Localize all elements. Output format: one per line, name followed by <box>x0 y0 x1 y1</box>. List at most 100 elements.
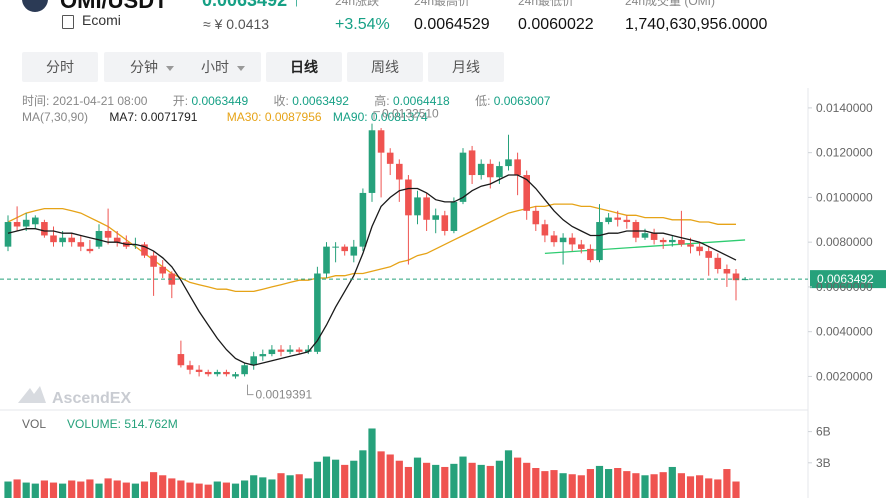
volume-bar <box>204 484 212 498</box>
candle-body <box>732 273 740 281</box>
ohlc-close: 0.0063492 <box>292 94 349 108</box>
candle-body <box>650 233 658 240</box>
candle-body <box>204 371 212 375</box>
candle-body <box>305 349 312 352</box>
volume-bar <box>241 480 249 498</box>
volume-bar <box>532 468 540 498</box>
candle-body <box>596 222 603 261</box>
candle-body <box>104 230 112 238</box>
volume-bar <box>677 473 685 498</box>
candle-body <box>468 150 476 176</box>
candle-body <box>59 237 66 243</box>
y-tick-label: 0.0040000 <box>816 325 873 339</box>
candle-body <box>550 235 558 243</box>
candle-body <box>86 248 94 252</box>
chevron-down-icon <box>237 65 245 71</box>
y-tick-label: 0.0020000 <box>816 369 873 383</box>
candle-body <box>377 130 385 153</box>
volume-bar <box>268 479 276 498</box>
stat-label-low: 24h最低价 <box>518 0 575 8</box>
volume-bar <box>568 474 576 498</box>
last-price-value: 0.0063492 <box>202 0 288 10</box>
volume-bar <box>586 469 594 498</box>
volume-bar <box>368 428 376 498</box>
tab-month[interactable]: 月线 <box>428 52 504 82</box>
y-tick-label: 0.0140000 <box>816 101 873 115</box>
volume-bar <box>550 470 558 498</box>
volume-bar <box>59 483 67 498</box>
candle-body <box>450 201 458 231</box>
candle-body <box>286 349 294 352</box>
volume-bar <box>195 483 203 498</box>
tab-hour[interactable]: 小时 <box>185 52 261 82</box>
volume-bar <box>386 454 394 498</box>
volume-bar <box>432 464 440 498</box>
volume-bar <box>4 481 12 498</box>
volume-bar <box>459 456 467 498</box>
volume-bar <box>395 460 403 498</box>
price-up-arrow-icon: ↑ <box>292 0 302 10</box>
volume-bar <box>477 464 485 498</box>
candle-body <box>68 237 75 243</box>
candle-body <box>714 257 722 270</box>
candle-body <box>186 365 194 370</box>
candle-body <box>523 175 530 211</box>
volume-bar <box>40 480 48 498</box>
volume-bar <box>632 473 640 498</box>
chevron-down-icon <box>166 65 174 71</box>
candle-body <box>641 233 649 238</box>
candle-body <box>405 179 412 216</box>
tab-day[interactable]: 日线 <box>266 52 342 82</box>
candle-body <box>423 197 430 220</box>
ma7-line <box>7 174 737 366</box>
tab-timeline[interactable]: 分时 <box>22 52 98 82</box>
ma30-line <box>7 203 736 293</box>
tab-week[interactable]: 周线 <box>347 52 423 82</box>
volume-bar <box>732 481 740 498</box>
tab-minute[interactable]: 分钟 <box>104 52 200 82</box>
volume-bar <box>122 482 130 498</box>
candle-body <box>177 354 185 366</box>
stat-high: 0.0064529 <box>414 16 490 33</box>
volume-bar <box>577 475 585 498</box>
candle-body <box>368 130 376 193</box>
volume-label: VOL <box>22 417 46 431</box>
candle-body <box>568 237 576 245</box>
ohlc-high: 0.0064418 <box>392 94 450 108</box>
volume-bar <box>150 472 158 498</box>
candle-body <box>487 163 494 178</box>
stat-label-change: 24h涨跌 <box>335 0 380 8</box>
ma90-line <box>544 239 746 255</box>
volume-bar <box>668 466 676 498</box>
volume-bar <box>614 468 622 498</box>
candle-body <box>678 239 685 245</box>
low-marker <box>247 384 254 396</box>
watermark-text: AscendEX <box>52 390 131 407</box>
candle-body <box>359 192 367 247</box>
candle-body <box>41 222 48 236</box>
candle-body <box>386 152 394 164</box>
y-tick-label: 0.0080000 <box>816 235 873 249</box>
candle-body <box>559 237 567 243</box>
volume-value: VOLUME: 514.762M <box>67 417 178 431</box>
candle-body <box>350 246 358 256</box>
pair-title: OMI/USDT <box>60 0 168 13</box>
volume-bar <box>605 469 613 498</box>
platform-name[interactable]: Ecomi <box>82 12 121 28</box>
candle-body <box>723 269 731 274</box>
candle-body <box>578 244 585 249</box>
high-marker <box>373 111 380 120</box>
candle-body <box>477 163 485 176</box>
candle-body <box>432 215 439 220</box>
candle-body <box>659 239 667 243</box>
ma-info: MA(7,30,90) MA7: 0.0071791 MA30: 0.00879… <box>22 110 428 124</box>
y-tick-label: 0.0060000 <box>816 280 873 294</box>
ohlc-info: 时间: 2021-04-21 08:00 开: 0.0063449 收: 0.0… <box>22 94 551 108</box>
volume-bar <box>413 457 422 498</box>
volume-bar <box>140 481 149 498</box>
watermark: AscendEX <box>18 386 131 407</box>
volume-bar <box>168 478 176 498</box>
candle-body <box>113 237 121 243</box>
volume-bar <box>359 450 367 498</box>
